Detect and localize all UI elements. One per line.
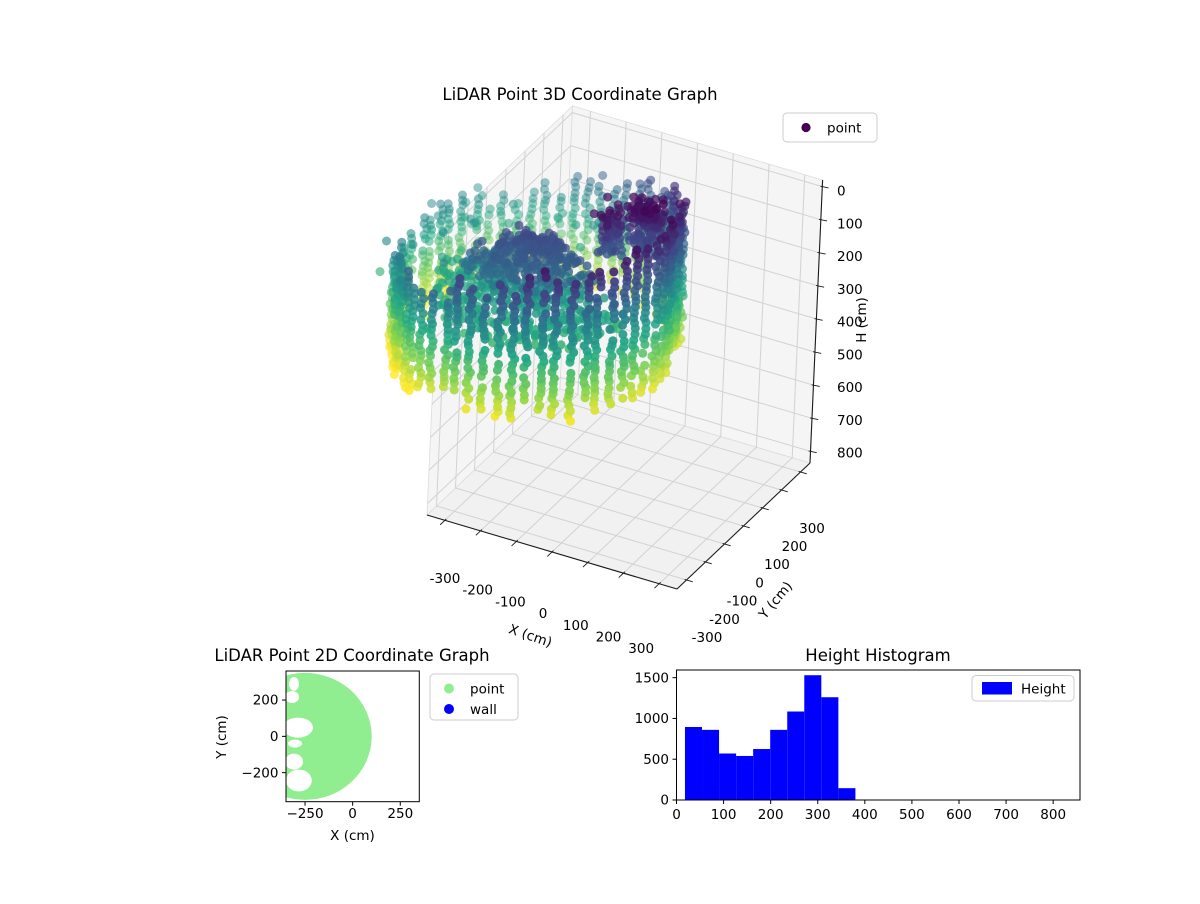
scan-gap <box>286 717 313 738</box>
x-tick-label: 700 <box>993 807 1019 823</box>
tick-marks <box>439 185 829 589</box>
histogram-title: Height Histogram <box>805 646 950 665</box>
z-tick-label: 800 <box>837 446 863 462</box>
histogram-bar <box>736 755 754 800</box>
y-tick-label: 0 <box>660 793 669 809</box>
x-tick-label: 400 <box>852 807 878 823</box>
plot-area <box>286 672 372 800</box>
y-tick-label: 0 <box>755 575 764 591</box>
y-tick-label: 300 <box>799 521 825 537</box>
z-tick-label: 300 <box>837 282 863 298</box>
x-tick-label: 200 <box>758 807 784 823</box>
y-tick-label: -300 <box>692 630 723 646</box>
y-tick-label: -100 <box>727 594 758 610</box>
histogram-bar <box>821 697 839 800</box>
legend-patch-height <box>982 682 1012 695</box>
y-tick-label: 500 <box>643 752 669 768</box>
axes-frame <box>676 669 1081 801</box>
x-tick-label: 600 <box>946 807 972 823</box>
histogram-axes: 0 100 200 300 400 500 600 700 800 0 500 1000 1500 <box>635 669 1081 823</box>
x-tick-label: 300 <box>628 641 654 657</box>
y-tick-label: 200 <box>253 693 279 709</box>
legend-box <box>782 112 878 143</box>
histogram-bar <box>838 788 856 800</box>
scan-gap <box>286 691 300 703</box>
scan-gap <box>286 753 303 770</box>
plot3d-title: LiDAR Point 3D Coordinate Graph <box>442 85 717 104</box>
histogram-bars <box>684 675 856 800</box>
x-tick-label: 100 <box>563 618 589 634</box>
plot2d-xlabel: X (cm) <box>330 828 375 844</box>
y-tick-label: -200 <box>709 612 740 628</box>
legend-label: Height <box>1021 682 1066 698</box>
y-tick-label: 0 <box>270 729 279 745</box>
legend-label: wall <box>470 702 497 718</box>
legend-label: point <box>470 682 504 698</box>
plot3d-legend: point <box>782 112 878 143</box>
z-tick-label: 100 <box>837 216 863 232</box>
scan-gap <box>289 677 299 691</box>
plot2d-axes: −250 0 250 200 0 −200 <box>241 670 420 822</box>
histogram-bar <box>770 729 788 800</box>
x-tick-label: 100 <box>711 807 737 823</box>
z-tick-label: 700 <box>837 413 863 429</box>
z-tick-label: 400 <box>837 315 863 331</box>
legend-marker-point <box>801 122 811 133</box>
y-tick-label: −200 <box>241 765 278 781</box>
z-tick-label: 0 <box>837 184 846 200</box>
x-tick-label: 800 <box>1040 807 1066 823</box>
histogram-bar <box>787 711 805 800</box>
z-tick-label: 200 <box>837 249 863 265</box>
plot2d-title: LiDAR Point 2D Coordinate Graph <box>214 646 489 665</box>
histogram-bar <box>702 729 720 800</box>
x-tick-label: 0 <box>672 807 681 823</box>
tick-labels: −250 0 250 200 0 −200 <box>241 693 413 822</box>
y-tick-label: 1500 <box>635 670 669 686</box>
scan-gap <box>288 739 302 748</box>
x-tick-label: 250 <box>387 806 413 822</box>
histogram-bar <box>804 675 822 800</box>
tick-labels: -300-200-1000100200300-300-200-100010020… <box>430 184 863 658</box>
legend-marker-point <box>444 683 454 694</box>
x-tick-label: 200 <box>596 630 622 646</box>
plot3d-zlabel: H (cm) <box>854 297 870 343</box>
plot3d-axes: -300-200-1000100200300-300-200-100010020… <box>375 105 863 658</box>
histogram-bar <box>719 753 737 800</box>
x-tick-label: -200 <box>462 583 493 599</box>
tick-labels: 0 100 200 300 400 500 600 700 800 0 500 1000 1500 <box>635 670 1066 823</box>
z-tick-label: 500 <box>837 347 863 363</box>
histogram-bar <box>684 727 703 800</box>
legend-label: point <box>827 121 861 137</box>
histogram-bar <box>753 749 771 800</box>
x-tick-label: 500 <box>899 807 925 823</box>
point-region <box>286 672 372 800</box>
tick-marks <box>282 699 401 806</box>
scatter-points <box>375 171 691 426</box>
x-tick-label: 0 <box>348 806 357 822</box>
tick-marks <box>672 677 1054 804</box>
x-tick-label: 300 <box>805 807 831 823</box>
legend-box <box>971 675 1075 702</box>
x-tick-label: -100 <box>495 594 526 610</box>
scan-gap <box>286 769 312 792</box>
y-tick-label: 100 <box>764 557 790 573</box>
x-tick-label: -300 <box>430 571 461 587</box>
plot2d-legend: point wall <box>429 673 519 721</box>
x-tick-label: −250 <box>286 806 323 822</box>
legend-marker-wall <box>444 704 454 714</box>
y-tick-label: 1000 <box>635 711 669 727</box>
histogram-legend: Height <box>971 675 1075 702</box>
y-tick-label: 200 <box>782 539 808 555</box>
x-tick-label: 0 <box>539 606 548 622</box>
z-tick-label: 600 <box>837 380 863 396</box>
plot2d-ylabel: Y (cm) <box>214 715 230 760</box>
